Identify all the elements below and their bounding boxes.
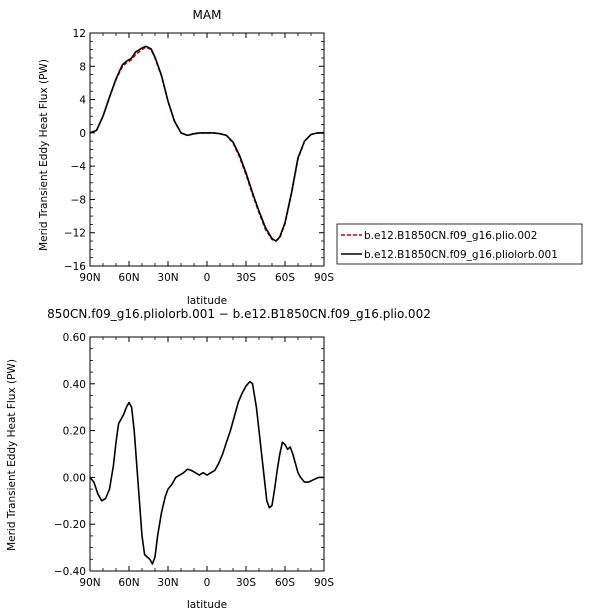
- bottom-series-line-1: [89, 380, 324, 565]
- bottom-series-lines: [89, 380, 324, 565]
- x-tick-label: 90S: [314, 272, 334, 284]
- x-tick-label: 90S: [314, 577, 334, 589]
- y-tick-label: −12: [64, 228, 86, 240]
- x-tick-label: 60S: [275, 272, 295, 284]
- y-tick-label: 8: [79, 61, 86, 73]
- y-tick-label: 0: [79, 128, 86, 140]
- bottom-panel: 850CN.f09_g16.pliolorb.001 − b.e12.B1850…: [6, 307, 431, 611]
- y-tick-label: −4: [71, 161, 87, 173]
- y-tick-label: 0.40: [63, 379, 86, 391]
- y-tick-label: −0.20: [54, 519, 86, 531]
- x-tick-label: 0: [204, 577, 211, 589]
- y-tick-label: 0.00: [63, 472, 86, 484]
- x-tick-label: 90N: [79, 272, 100, 284]
- top-x-axis-label: latitude: [187, 295, 227, 307]
- legend-box: [336, 223, 583, 265]
- y-tick-label: 12: [73, 28, 86, 40]
- x-tick-label: 30S: [236, 272, 256, 284]
- bottom-chart-title: 850CN.f09_g16.pliolorb.001 − b.e12.B1850…: [47, 307, 431, 321]
- y-tick-label: −0.40: [54, 566, 86, 578]
- bottom-plot-frame: [89, 336, 325, 572]
- top-series-line-2: [89, 45, 324, 242]
- top-chart-title: MAM: [193, 8, 222, 22]
- x-tick-label: 30S: [236, 577, 256, 589]
- x-tick-label: 60N: [118, 577, 139, 589]
- bottom-x-axis-label: latitude: [187, 599, 227, 611]
- legend-label-series-1: b.e12.B1850CN.f09_g16.plio.002: [364, 230, 537, 242]
- y-tick-label: 4: [79, 95, 86, 107]
- x-tick-label: 0: [204, 272, 211, 284]
- top-y-axis-label: Merid Transient Eddy Heat Flux (PW): [38, 59, 50, 251]
- x-tick-label: 60S: [275, 577, 295, 589]
- top-x-ticks: 90N 60N 30N 0 30S 60S 90S: [79, 33, 334, 284]
- legend-label-series-2: b.e12.B1850CN.f09_g16.pliolorb.001: [364, 249, 558, 261]
- x-tick-label: 30N: [157, 577, 178, 589]
- y-tick-label: −8: [71, 194, 86, 206]
- bottom-y-axis-label: Merid Transient Eddy Heat Flux (PW): [6, 359, 18, 551]
- y-tick-label: −16: [64, 261, 86, 273]
- y-tick-label: 0.20: [63, 426, 86, 438]
- bottom-x-ticks: 90N 60N 30N 0 30S 60S 90S: [79, 337, 334, 589]
- top-series-lines: [89, 45, 324, 242]
- x-tick-label: 90N: [79, 577, 100, 589]
- top-legend: b.e12.B1850CN.f09_g16.plio.002 b.e12.B18…: [336, 223, 583, 265]
- x-tick-label: 60N: [118, 272, 139, 284]
- top-plot-frame: [89, 32, 325, 267]
- y-tick-label: 0.60: [63, 332, 86, 344]
- top-panel: MAM Merid Transient Eddy Heat Flux (PW) …: [38, 8, 334, 307]
- x-tick-label: 30N: [157, 272, 178, 284]
